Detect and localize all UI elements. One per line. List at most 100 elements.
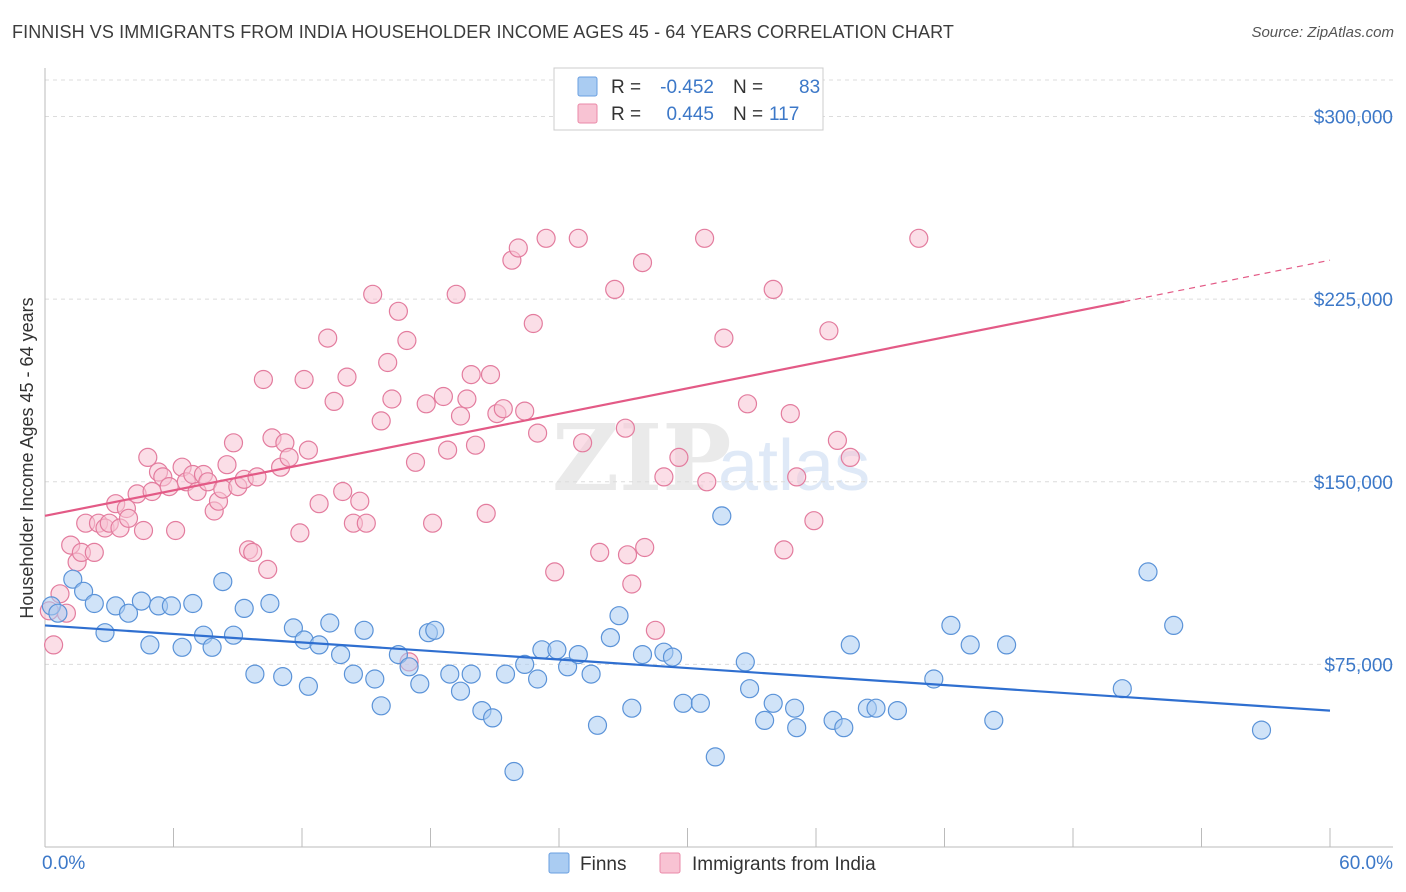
india-point: [523, 313, 543, 334]
india-point: [382, 389, 402, 409]
india-point: [697, 472, 717, 492]
india-point: [827, 430, 848, 450]
india-point: [493, 399, 513, 419]
finns-point: [754, 710, 775, 731]
finns-point: [140, 635, 160, 655]
india-point: [617, 545, 638, 565]
india-point: [819, 321, 839, 341]
finns-point: [202, 637, 222, 657]
india-point: [388, 301, 408, 321]
india-point: [309, 494, 329, 514]
bottom-legend-swatch-finns: [548, 852, 570, 874]
india-point: [324, 391, 344, 411]
finns-point: [662, 647, 683, 667]
axes: [44, 68, 1393, 848]
india-point: [780, 404, 800, 424]
india-point: [787, 467, 807, 487]
finns-point: [260, 593, 280, 614]
finns-point: [712, 506, 732, 526]
finns-point: [784, 698, 805, 718]
bottom-legend-india: Immigrants from India: [692, 854, 876, 875]
india-point: [465, 435, 486, 455]
finns-point: [504, 761, 524, 782]
bottom-legend-finns: Finns: [580, 854, 626, 875]
india-point: [774, 540, 794, 560]
finns-point: [483, 708, 503, 728]
finns-point: [425, 620, 445, 640]
finns-point: [515, 654, 535, 675]
y-tick-label: $225,000: [1314, 290, 1393, 311]
finns-point: [581, 664, 601, 684]
india-point: [43, 635, 64, 655]
india-point: [515, 401, 535, 421]
india-point: [294, 369, 314, 390]
india-point: [635, 537, 655, 558]
finns-point: [273, 666, 293, 687]
y-tick-label: $75,000: [1324, 655, 1393, 676]
finns-point: [622, 698, 642, 718]
trend-line-india-extension: [1124, 259, 1331, 303]
finns-point: [245, 664, 265, 684]
finns-point: [331, 644, 351, 665]
source-credit: Source: ZipAtlas.com: [1251, 24, 1394, 41]
india-point: [217, 455, 237, 475]
finns-point: [234, 598, 254, 619]
india-point: [669, 447, 689, 467]
finns-point: [840, 635, 860, 655]
stats-legend: R = -0.452 N = 83 R = 0.445 N = 117: [553, 67, 824, 131]
trend-line-india: [44, 300, 1125, 517]
india-point: [590, 542, 610, 563]
finns-point: [705, 747, 725, 767]
finns-point: [343, 664, 363, 684]
x-tick-label-max: 60.0%: [1339, 853, 1393, 874]
india-point: [247, 467, 267, 487]
india-point: [318, 328, 338, 348]
bottom-legend-swatch-india: [659, 852, 681, 874]
finns-point: [172, 637, 192, 657]
finns-point: [63, 569, 83, 589]
legend-n-value-india: 117: [769, 104, 799, 125]
india-point: [279, 447, 299, 467]
india-point: [298, 440, 318, 460]
finns-point: [73, 581, 94, 601]
india-point: [118, 508, 139, 528]
india-point: [333, 481, 353, 502]
india-point: [253, 369, 273, 390]
india-point: [461, 365, 481, 385]
india-point: [405, 452, 426, 472]
finns-point: [213, 571, 233, 592]
finns-point: [557, 657, 578, 677]
india-point: [804, 511, 824, 531]
finns-point: [690, 693, 711, 713]
finns-point: [1112, 679, 1132, 699]
finns-point: [834, 718, 854, 738]
finns-point: [365, 669, 385, 689]
finns-point: [354, 620, 374, 640]
finns-point: [568, 644, 588, 665]
india-point: [480, 365, 501, 385]
india-point: [840, 447, 860, 467]
india-point: [446, 284, 466, 304]
finns-point: [298, 676, 318, 696]
india-point: [527, 423, 548, 443]
finns-point: [547, 640, 567, 660]
india-point: [258, 559, 278, 580]
finns-point: [461, 664, 481, 684]
india-point: [450, 406, 471, 426]
india-point: [763, 279, 783, 299]
finns-point: [787, 718, 807, 738]
finns-point: [866, 698, 886, 718]
axis-labels: $75,000 $150,000 $225,000 $300,000 0.0% 60.0%…: [17, 108, 1393, 874]
finns-point: [527, 669, 548, 689]
legend-r-value-finns: -0.452: [660, 77, 714, 98]
finns-point: [735, 652, 755, 672]
y-axis-title: Householder Income Ages 45 - 64 years: [17, 297, 37, 618]
india-point: [438, 440, 458, 460]
legend-swatch-finns: [577, 76, 598, 97]
finns-point: [632, 644, 653, 665]
india-point: [654, 467, 674, 487]
india-point: [694, 228, 715, 248]
india-point: [337, 367, 357, 387]
watermark-zip: ZIP: [552, 404, 731, 512]
